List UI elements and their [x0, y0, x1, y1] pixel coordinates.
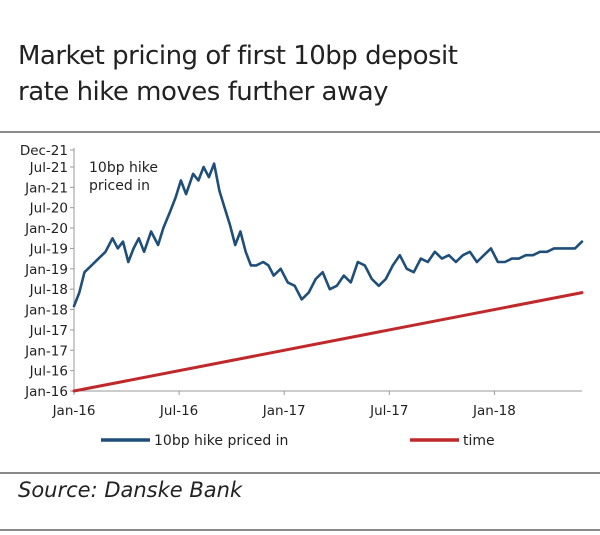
- y-tick-label: Jan-17: [24, 343, 68, 359]
- y-tick-label: Jul-21: [29, 160, 68, 176]
- chart-title-line1: Market pricing of first 10bp deposit: [18, 41, 458, 71]
- y-tick-label: Jan-21: [24, 180, 68, 196]
- x-tick-label: Jan-16: [52, 403, 96, 419]
- y-tick-label: Jul-16: [29, 364, 68, 380]
- y-tick-label: Jan-18: [24, 303, 68, 319]
- source-divider: [0, 472, 600, 474]
- y-tick-label: Jul-19: [29, 241, 68, 257]
- series-line-time: [72, 291, 584, 393]
- line-chart: Jan-16 Jul-16 Jan-17 Jul-17 Jan-18 Jul-18 Jan-…: [20, 143, 584, 449]
- top-divider: [0, 131, 600, 133]
- annotation-label: 10bp hike: [89, 160, 158, 176]
- legend-label-time: time: [463, 433, 495, 449]
- y-tick-label: Jan-16: [24, 384, 68, 400]
- y-tick-label: Jan-20: [24, 221, 68, 237]
- legend-label-10bp-hike: 10bp hike priced in: [154, 433, 288, 449]
- y-tick-label: Jul-18: [29, 282, 68, 298]
- x-tick-label: Jul-17: [369, 403, 408, 419]
- bottom-divider: [0, 529, 600, 531]
- x-tick-label: Jan-17: [262, 403, 306, 419]
- annotation-label: priced in: [89, 178, 150, 194]
- y-tick-label: Dec-21: [20, 143, 68, 159]
- x-tick-label: Jan-18: [472, 403, 516, 419]
- y-tick-label: Jul-20: [29, 201, 68, 217]
- y-tick-label: Jul-17: [29, 323, 68, 339]
- y-tick-label: Jan-19: [24, 262, 68, 278]
- source-note: Source: Danske Bank: [18, 478, 243, 502]
- x-tick-label: Jul-16: [159, 403, 198, 419]
- chart-title: Market pricing of first 10bp deposit rat…: [18, 38, 588, 110]
- series-line-10bp-hike: [72, 162, 584, 308]
- chart-title-line2: rate hike moves further away: [18, 77, 389, 107]
